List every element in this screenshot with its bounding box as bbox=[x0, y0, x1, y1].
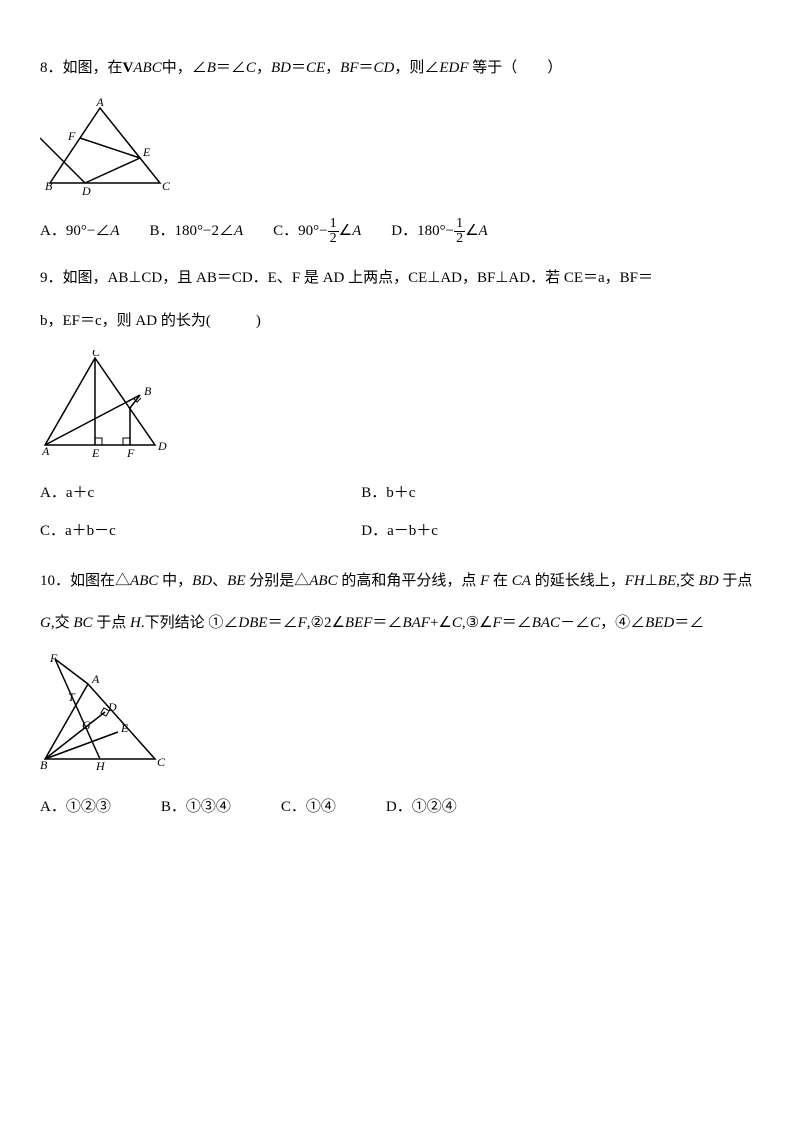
question-9-text: 9．如图，AB⊥CD，且 AB＝CD．E、F 是 AD 上两点，CE⊥AD，BF… bbox=[40, 260, 754, 298]
q9-options: A．a＋c B．b＋c C．a＋b－c D．a－b＋c bbox=[40, 475, 754, 550]
svg-text:A: A bbox=[41, 444, 50, 458]
svg-text:A: A bbox=[95, 98, 104, 109]
svg-text:E: E bbox=[120, 721, 129, 735]
question-9-text2: b，EF＝c，则 AD 的长为( ) bbox=[40, 303, 754, 341]
svg-text:C: C bbox=[92, 350, 101, 359]
q9-option-c: C．a＋b－c bbox=[40, 513, 361, 551]
svg-text:C: C bbox=[162, 179, 170, 193]
q10-number: 10． bbox=[40, 573, 70, 589]
q10-options: A．①②③ B．①③④ C．①④ D．①②④ bbox=[40, 789, 754, 827]
svg-text:E: E bbox=[142, 145, 151, 159]
q10-option-c: C．①④ bbox=[281, 789, 336, 827]
question-8: 8．如图，在VABC中，∠B＝∠C，BD＝CE，BF＝CD，则∠EDF 等于（ … bbox=[40, 50, 754, 250]
q9-number: 9． bbox=[40, 270, 63, 286]
svg-text:H: H bbox=[95, 759, 106, 773]
q8-option-c: C．90°−12∠A bbox=[273, 213, 361, 251]
q8-number: 8． bbox=[40, 60, 63, 76]
q9-option-b: B．b＋c bbox=[361, 475, 682, 513]
q9-option-a: A．a＋c bbox=[40, 475, 361, 513]
q9-option-d: D．a－b＋c bbox=[361, 513, 682, 551]
svg-text:C: C bbox=[157, 755, 166, 769]
q10-option-d: D．①②④ bbox=[386, 789, 457, 827]
figure-q10: F A B C D E T G H bbox=[40, 654, 754, 774]
q8-option-b: B．180°−2∠A bbox=[149, 213, 243, 251]
figure-q9: A C B D E F bbox=[40, 350, 754, 460]
question-10-text: 10．如图在△ABC 中，BD、BE 分别是△ABC 的高和角平分线，点 F 在… bbox=[40, 560, 754, 644]
svg-text:F: F bbox=[67, 129, 76, 143]
question-10: 10．如图在△ABC 中，BD、BE 分别是△ABC 的高和角平分线，点 F 在… bbox=[40, 560, 754, 827]
svg-text:F: F bbox=[126, 446, 135, 460]
figure-q8: A B C F D E bbox=[40, 98, 754, 198]
svg-text:G: G bbox=[82, 718, 91, 732]
q10-option-b: B．①③④ bbox=[161, 789, 231, 827]
question-8-text: 8．如图，在VABC中，∠B＝∠C，BD＝CE，BF＝CD，则∠EDF 等于（ … bbox=[40, 50, 754, 88]
svg-text:E: E bbox=[91, 446, 100, 460]
svg-text:F: F bbox=[49, 654, 58, 665]
svg-text:D: D bbox=[157, 439, 167, 453]
svg-text:D: D bbox=[81, 184, 91, 198]
svg-text:B: B bbox=[45, 179, 53, 193]
q8-option-d: D．180°−12∠A bbox=[391, 213, 487, 251]
svg-text:B: B bbox=[144, 384, 152, 398]
svg-text:A: A bbox=[91, 672, 100, 686]
question-9: 9．如图，AB⊥CD，且 AB＝CD．E、F 是 AD 上两点，CE⊥AD，BF… bbox=[40, 260, 754, 550]
q10-option-a: A．①②③ bbox=[40, 789, 111, 827]
svg-text:D: D bbox=[107, 700, 117, 714]
svg-text:B: B bbox=[40, 758, 48, 772]
q8-options: A．90°−∠A B．180°−2∠A C．90°−12∠A D．180°−12… bbox=[40, 213, 754, 251]
q8-option-a: A．90°−∠A bbox=[40, 213, 119, 251]
